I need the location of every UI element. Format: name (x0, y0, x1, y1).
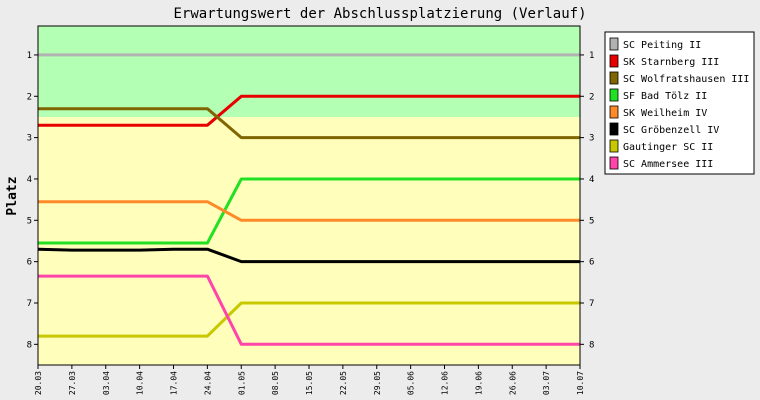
x-tick-label: 10.04 (136, 371, 145, 395)
x-tick-label: 10.07 (576, 371, 585, 395)
legend-label-8: SC Ammersee III (623, 159, 713, 170)
x-tick-label: 12.06 (441, 371, 450, 395)
y-tick-label-right: 4 (589, 175, 594, 185)
series-line-3 (38, 107, 580, 140)
y-ticks-left: 1 2 3 4 5 6 7 8 (27, 51, 38, 350)
series-line-4 (38, 177, 580, 245)
x-tick-label: 29.05 (373, 371, 382, 395)
legend-label-2: SK Starnberg III (623, 57, 719, 68)
y-tick-label-left: 1 (27, 51, 32, 61)
x-ticks: 20.03 27.03 03.04 10.04 17.04 24.04 01.05 08.05… (34, 365, 585, 395)
y-tick-label-right: 6 (589, 258, 594, 268)
legend-label-4: SF Bad Tölz II (623, 91, 707, 102)
y-tick-label-right: 1 (589, 51, 594, 61)
legend-label-3: SC Wolfratshausen III (623, 74, 749, 85)
y-tick-label-left: 7 (27, 299, 32, 309)
series-line-6 (37, 247, 580, 264)
x-tick-label: 20.03 (34, 371, 43, 395)
y-tick-label-left: 5 (27, 216, 32, 226)
series-line-8 (38, 274, 580, 346)
chart-title: Erwartungswert der Abschlussplatzierung … (173, 6, 586, 22)
x-tick-label: 19.06 (474, 371, 483, 395)
x-tick-label: 15.05 (305, 371, 314, 395)
x-tick-label: 05.06 (407, 371, 416, 395)
x-tick-label: 22.05 (339, 371, 348, 395)
legend-label-7: Gautinger SC II (623, 142, 713, 153)
y-axis-label: Platz (5, 176, 20, 215)
legend-label-6: SC Gröbenzell IV (623, 125, 719, 136)
legend-swatch-7 (609, 139, 619, 153)
legend-swatch-2 (609, 54, 619, 68)
x-tick-label: 08.05 (271, 371, 280, 395)
legend-swatch-8 (609, 156, 619, 170)
y-tick-label-left: 6 (27, 258, 32, 268)
x-tick-label: 27.03 (68, 371, 77, 395)
y-tick-label-right: 7 (589, 299, 594, 309)
y-tick-label-left: 3 (27, 134, 32, 144)
band-0 (38, 26, 580, 117)
y-tick-label-right: 5 (589, 216, 594, 226)
legend-swatch-6 (609, 122, 619, 136)
x-tick-label: 01.05 (237, 371, 246, 395)
x-tick-label: 03.04 (102, 371, 111, 395)
legend-label-5: SK Weilheim IV (623, 108, 707, 119)
x-tick-label: 26.06 (508, 371, 517, 395)
y-ticks-right: 1 2 3 4 5 6 7 8 (580, 51, 594, 350)
background-bands (38, 26, 580, 365)
series-line-5 (38, 200, 580, 222)
y-tick-label-right: 3 (589, 134, 594, 144)
y-tick-label-right: 8 (589, 340, 594, 350)
x-tick-label: 24.04 (203, 371, 212, 395)
x-tick-label: 17.04 (170, 371, 179, 395)
band-1 (38, 116, 580, 365)
y-tick-label-left: 4 (27, 175, 32, 185)
y-tick-label-left: 2 (27, 92, 32, 102)
x-tick-label: 03.07 (542, 371, 551, 395)
series-line-7 (38, 301, 580, 338)
y-tick-label-left: 8 (27, 340, 32, 350)
legend-swatch-3 (609, 71, 619, 85)
series-line-2 (38, 94, 580, 127)
legend-box (604, 31, 755, 175)
legend-swatch-5 (609, 105, 619, 119)
series-lines (37, 53, 580, 346)
legend: SC Peiting II SK Starnberg III SC Wolfrats… (604, 31, 755, 175)
legend-swatch-1 (609, 37, 619, 51)
legend-swatch-4 (609, 88, 619, 102)
y-tick-label-right: 2 (589, 92, 594, 102)
legend-label-1: SC Peiting II (623, 40, 701, 51)
